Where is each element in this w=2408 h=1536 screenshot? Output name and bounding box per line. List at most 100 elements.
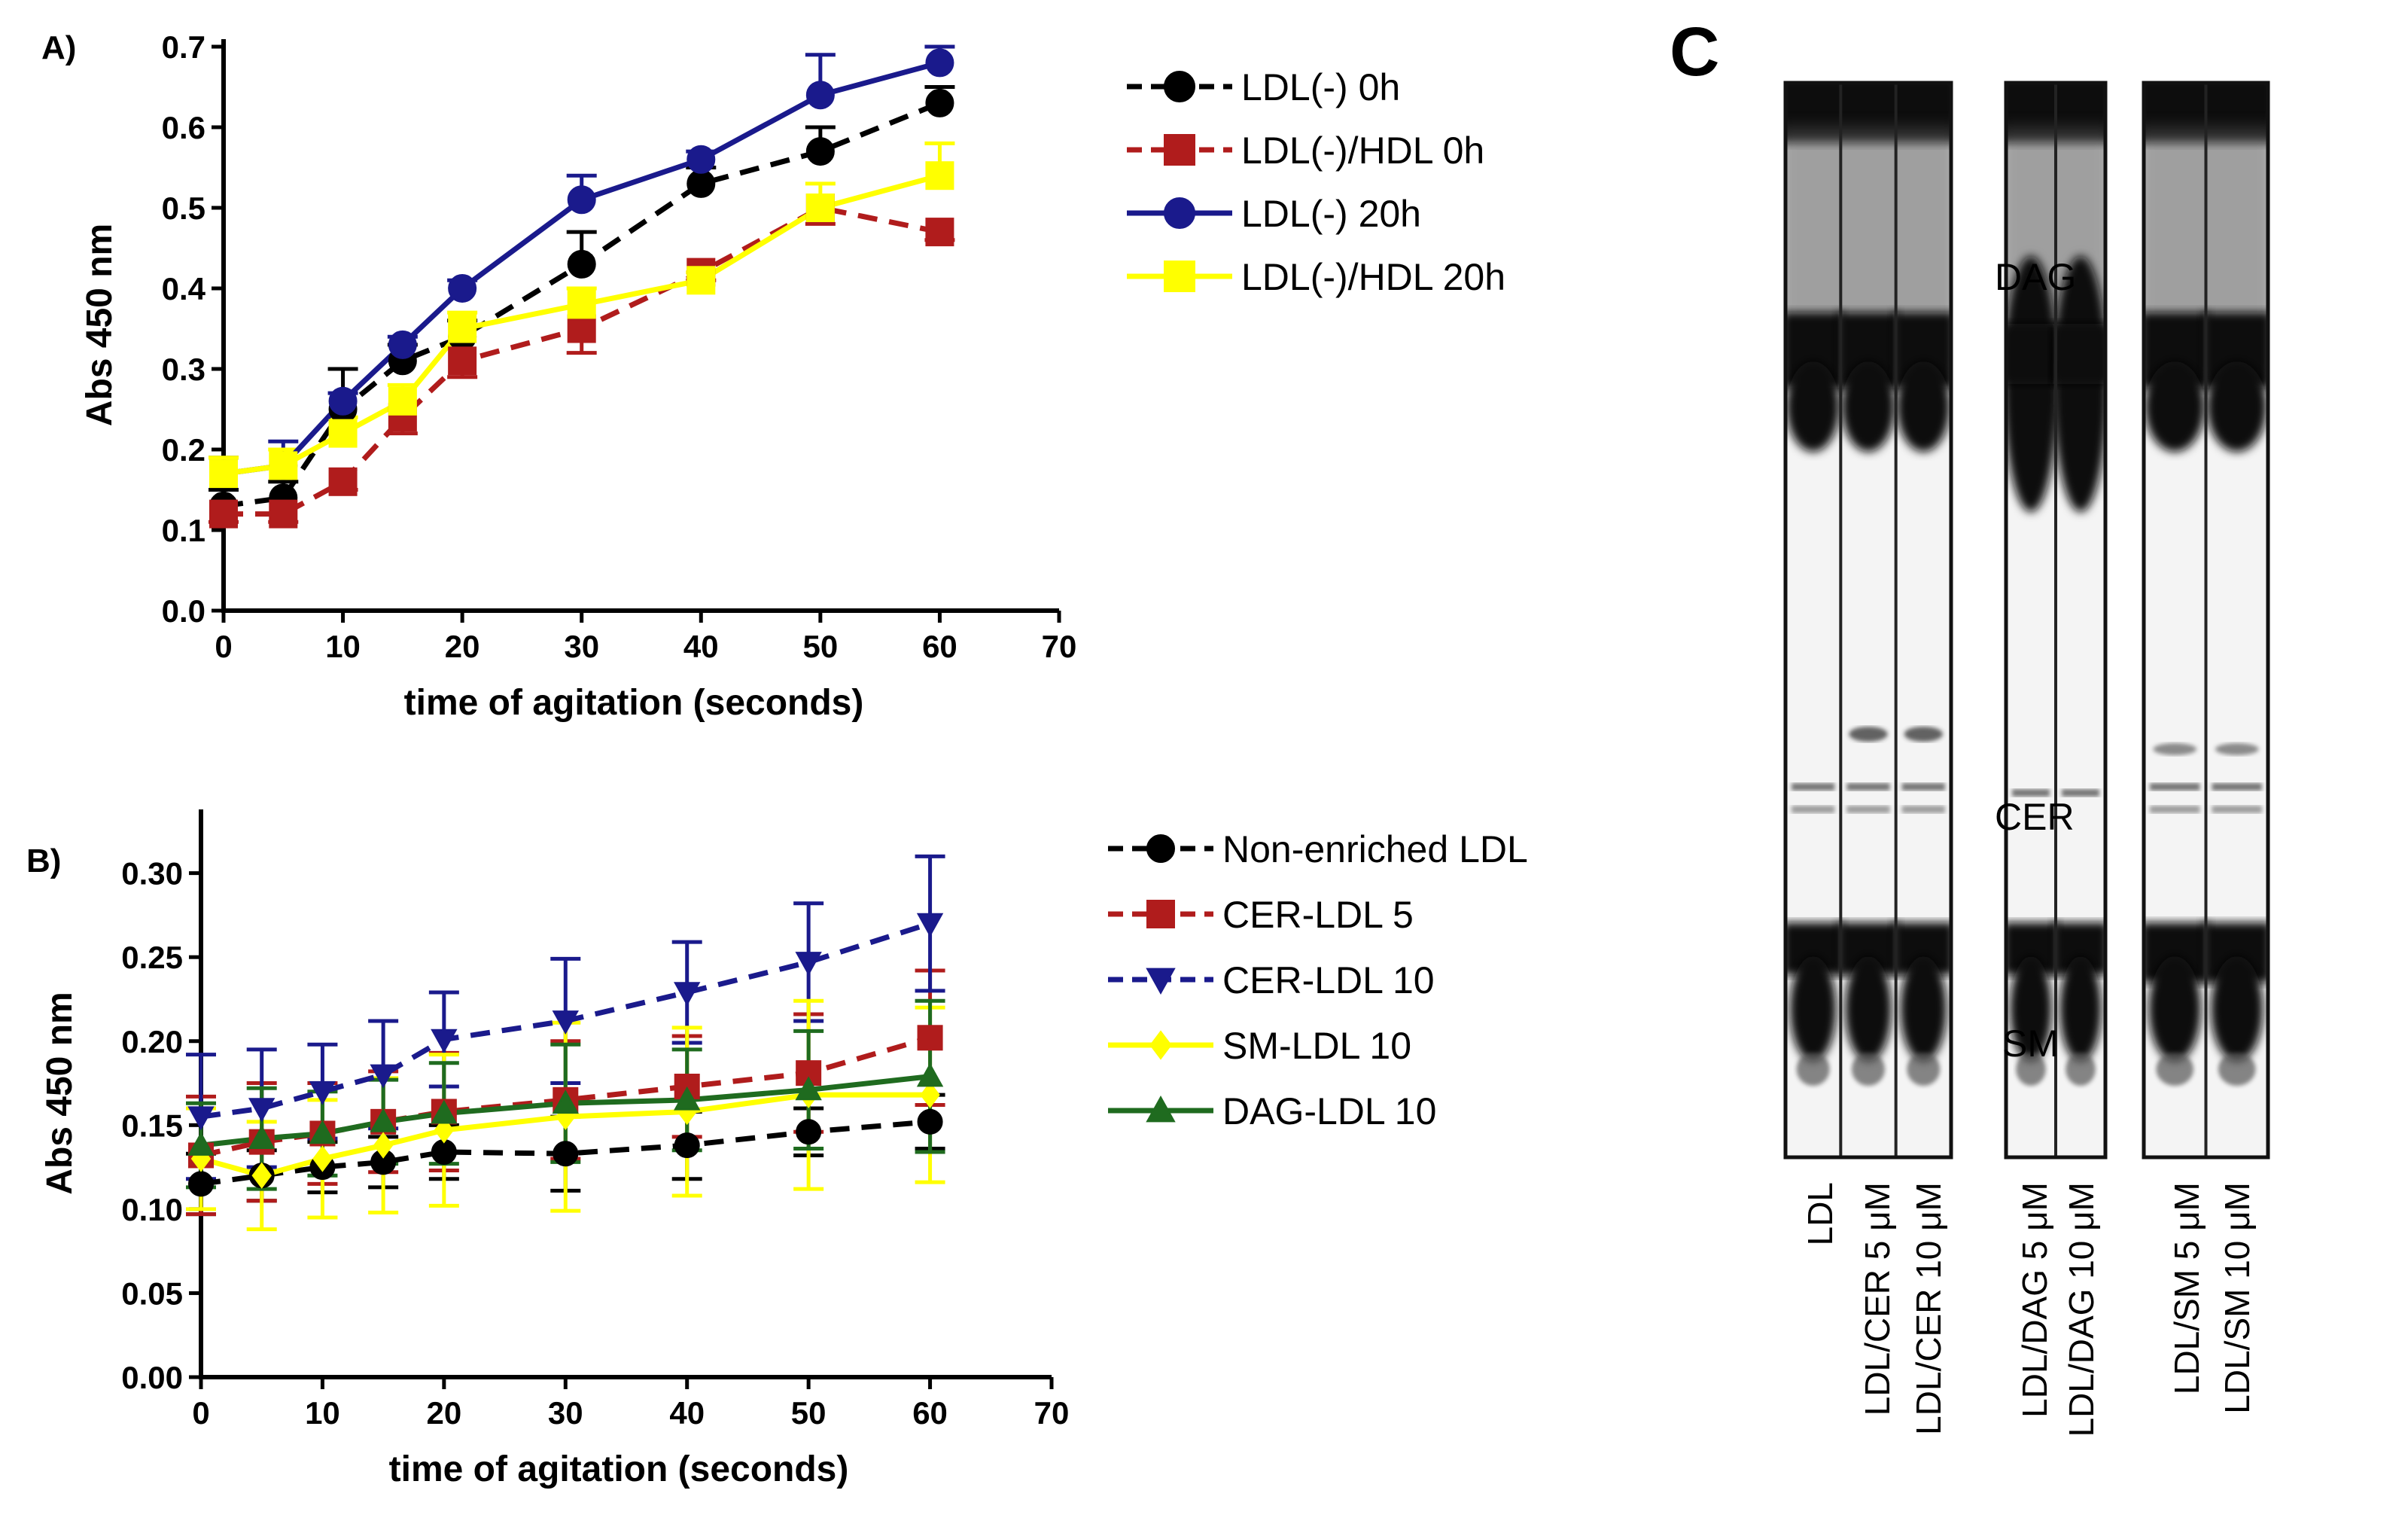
band-label-dag: DAG: [1995, 256, 2076, 298]
data-point: [796, 1119, 822, 1145]
data-point: [373, 1132, 394, 1159]
dag-band: [1786, 361, 1840, 452]
data-point: [920, 1081, 940, 1108]
series-line-1: [200, 1119, 930, 1187]
dag-band: [2207, 361, 2267, 452]
gel-lane-labels: LDL LDL/CER 5 μM LDL/CER 10 μM LDL/DAG 5 μM…: [1801, 1182, 2257, 1437]
chart-a-error-bars: [209, 44, 955, 524]
data-point: [925, 88, 954, 117]
legend-marker: [1164, 71, 1195, 102]
data-point: [269, 451, 298, 480]
data-point: [209, 459, 238, 489]
faint-band: [1792, 783, 1835, 791]
band-label-cer: CER: [1995, 796, 2075, 838]
faint-band: [2212, 783, 2262, 791]
y-tick-label: 0.4: [162, 271, 206, 306]
faint-band: [2150, 783, 2200, 791]
x-axis-title: time of agitation (seconds): [389, 1449, 849, 1489]
band-label-sm: SM: [2002, 1022, 2059, 1065]
data-point: [805, 81, 835, 110]
data-point: [431, 1139, 457, 1166]
data-point: [686, 145, 716, 174]
legend-label: LDL(-)/HDL 20h: [1241, 256, 1505, 298]
faint-band: [1846, 783, 1890, 791]
sm-band: [1845, 956, 1892, 1062]
data-point: [674, 1086, 701, 1111]
data-point: [925, 218, 954, 247]
y-axis-title: Abs 450 nm: [40, 992, 80, 1194]
data-point: [431, 1029, 458, 1053]
y-tick-label: 0.5: [162, 190, 205, 226]
data-point: [370, 1064, 397, 1089]
gel-lanes: [1785, 83, 1951, 1157]
faint-band: [1901, 806, 1945, 813]
data-point: [805, 137, 835, 166]
x-tick-label: 10: [305, 1395, 340, 1431]
x-tick-label: 40: [683, 629, 719, 664]
dag-band: [2053, 324, 2105, 384]
data-point: [328, 386, 358, 416]
data-point: [448, 346, 477, 376]
faint-band: [1846, 806, 1890, 813]
faint-band: [2212, 806, 2262, 813]
gel-lanes: [2006, 83, 2105, 1157]
legend-marker: [1146, 900, 1175, 928]
gel-group-1: [1783, 81, 1953, 1160]
chart-a-markers: [209, 48, 954, 529]
dag-band: [1841, 361, 1895, 452]
data-point: [567, 249, 596, 279]
y-tick-label: 0.20: [121, 1024, 183, 1059]
data-point: [925, 48, 954, 78]
data-point: [567, 314, 596, 343]
sm-band: [2066, 1053, 2096, 1086]
data-point: [328, 467, 358, 496]
data-point: [269, 499, 298, 529]
cer-band: [1849, 727, 1888, 742]
data-point: [448, 314, 477, 343]
data-point: [795, 1076, 822, 1101]
data-point: [188, 1171, 214, 1197]
cer-band: [2215, 743, 2259, 755]
data-point: [674, 982, 701, 1007]
x-tick-label: 30: [548, 1395, 583, 1431]
y-axis-title: Abs 450 nm: [80, 224, 120, 426]
y-tick-label: 0.30: [121, 856, 183, 891]
series-line-1: [223, 100, 941, 509]
data-point: [388, 386, 417, 416]
sm-band: [1907, 1053, 1941, 1086]
x-tick-label: 70: [1034, 1395, 1070, 1431]
x-tick-label: 70: [1042, 629, 1077, 664]
lane-label: LDL/DAG 10 μM: [2062, 1182, 2101, 1437]
legend-label: CER-LDL 10: [1222, 959, 1435, 1001]
x-tick-label: 60: [922, 629, 957, 664]
y-tick-label: 0.2: [162, 432, 205, 468]
data-point: [309, 1080, 336, 1105]
cer-band: [2153, 743, 2197, 755]
data-point: [552, 1010, 579, 1035]
legend-marker: [1146, 834, 1175, 863]
data-point: [916, 1062, 944, 1087]
legend-marker: [1164, 261, 1195, 292]
faint-band: [2150, 806, 2200, 813]
sm-band: [1900, 956, 1947, 1062]
lane-label: LDL/DAG 5 μM: [2015, 1182, 2054, 1418]
data-point: [312, 1145, 333, 1172]
sm-band: [2218, 1053, 2256, 1086]
sm-band: [2156, 1053, 2193, 1086]
sm-band: [2148, 956, 2201, 1062]
legend-label: LDL(-) 0h: [1241, 66, 1400, 108]
y-tick-label: 0.15: [121, 1108, 183, 1143]
y-tick-label: 0.10: [121, 1192, 183, 1227]
legend-label: DAG-LDL 10: [1222, 1090, 1436, 1132]
faint-band: [2062, 789, 2099, 797]
data-point: [431, 1099, 458, 1124]
gel-frame: [1783, 81, 1953, 1160]
dag-band: [2145, 361, 2205, 452]
faint-band: [2012, 789, 2050, 797]
chart-b: 0 10 20 30 40 50 60 70 0.00 0.05 0.10 0.15 0.20 0.25 0…: [40, 809, 1528, 1489]
y-tick-label: 0.6: [162, 110, 205, 145]
data-point: [567, 185, 596, 215]
data-point: [925, 161, 954, 190]
lane-label: LDL/CER 5 μM: [1858, 1182, 1897, 1416]
data-point: [916, 913, 944, 937]
